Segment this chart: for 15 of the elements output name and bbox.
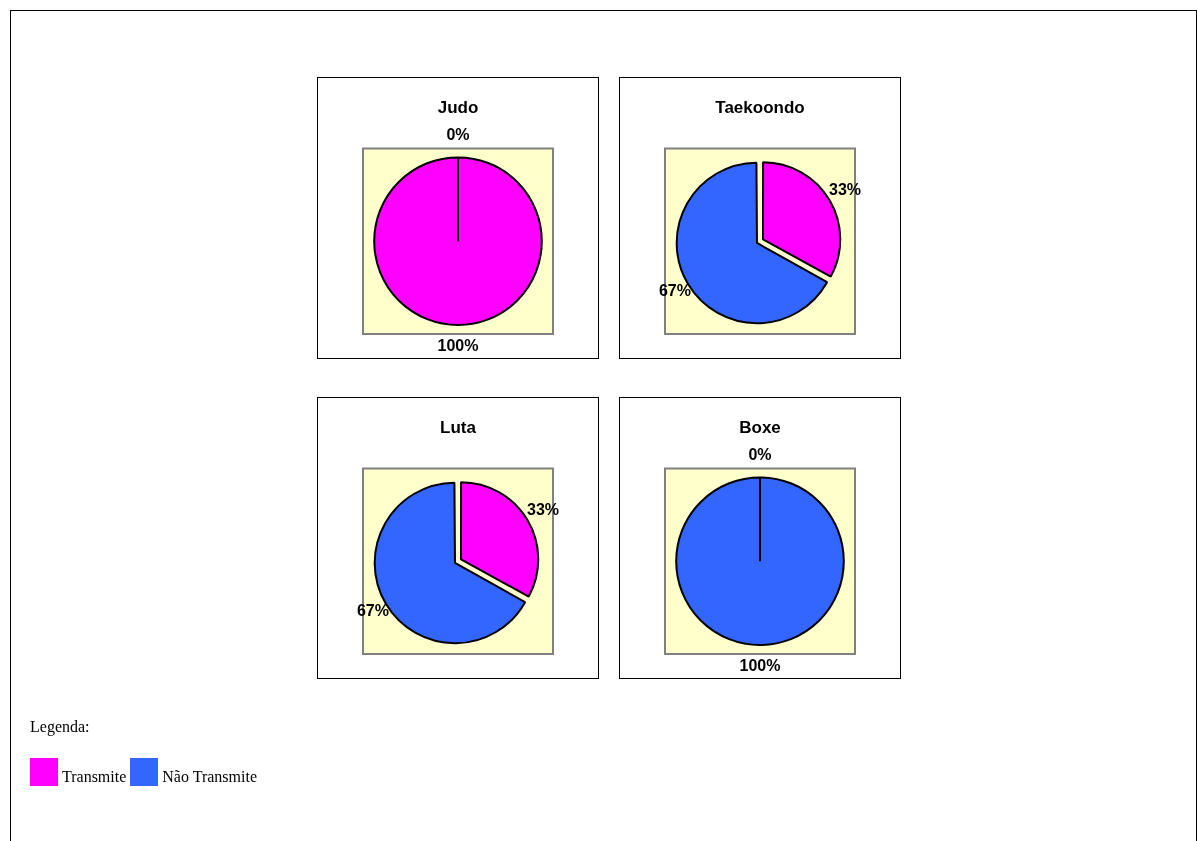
legend-label: Não Transmite [162,768,257,786]
data-label: 33% [527,501,560,519]
data-label: 67% [658,281,691,299]
chart-title: Luta [440,417,477,437]
data-label: 33% [829,181,862,199]
data-label: 100% [437,337,479,355]
chart-title: Judo [437,97,479,117]
text: 0% [748,445,772,463]
legend-label: Transmite [62,768,127,786]
chart-title: Boxe [739,417,781,437]
data-label: 100% [739,657,781,675]
chart-title: Taekoondo [715,97,805,117]
text: 0% [446,125,470,143]
data-label: 67% [356,601,389,619]
legend-title: Legenda: [30,718,91,736]
